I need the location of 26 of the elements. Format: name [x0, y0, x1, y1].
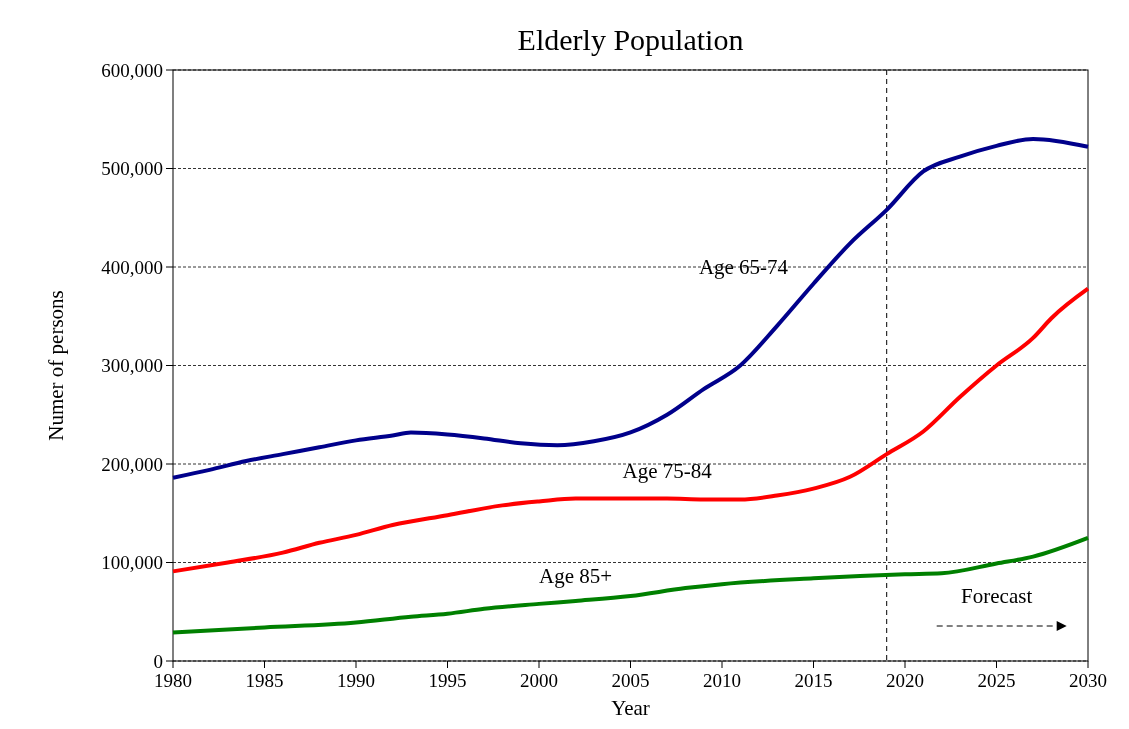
- y-tick-label: 500,000: [101, 158, 163, 180]
- x-tick-label: 2015: [794, 670, 833, 691]
- series-label: Age 85+: [539, 563, 613, 588]
- x-tick-label: 2030: [1069, 670, 1107, 691]
- annotation: Forecast: [961, 584, 1033, 608]
- y-tick-label: 600,000: [101, 59, 163, 81]
- x-axis-title: Year: [611, 696, 650, 720]
- x-tick-label: 2000: [520, 670, 558, 691]
- y-tick-label: 100,000: [101, 552, 163, 574]
- x-tick-label: 1995: [428, 670, 467, 691]
- y-axis-title: Numer of persons: [44, 290, 68, 441]
- y-tick-label: 400,000: [101, 256, 163, 278]
- x-tick-label: 2005: [611, 670, 650, 691]
- x-tick-label: 2025: [977, 670, 1016, 691]
- x-tick-label: 2010: [703, 670, 741, 691]
- x-tick-label: 1985: [245, 670, 284, 691]
- series-label: Age 65-74: [698, 254, 789, 279]
- y-tick-label: 300,000: [101, 355, 163, 377]
- y-tick-label: 0: [153, 650, 163, 672]
- line-series: [171, 535, 1090, 635]
- y-tick-label: 200,000: [101, 453, 163, 475]
- x-tick-label: 1980: [154, 670, 192, 691]
- chart-title: Elderly Population: [517, 23, 744, 56]
- x-tick-label: 2020: [886, 670, 924, 691]
- x-tick-label: 1990: [337, 670, 375, 691]
- series-label: Age 75-84: [622, 459, 713, 484]
